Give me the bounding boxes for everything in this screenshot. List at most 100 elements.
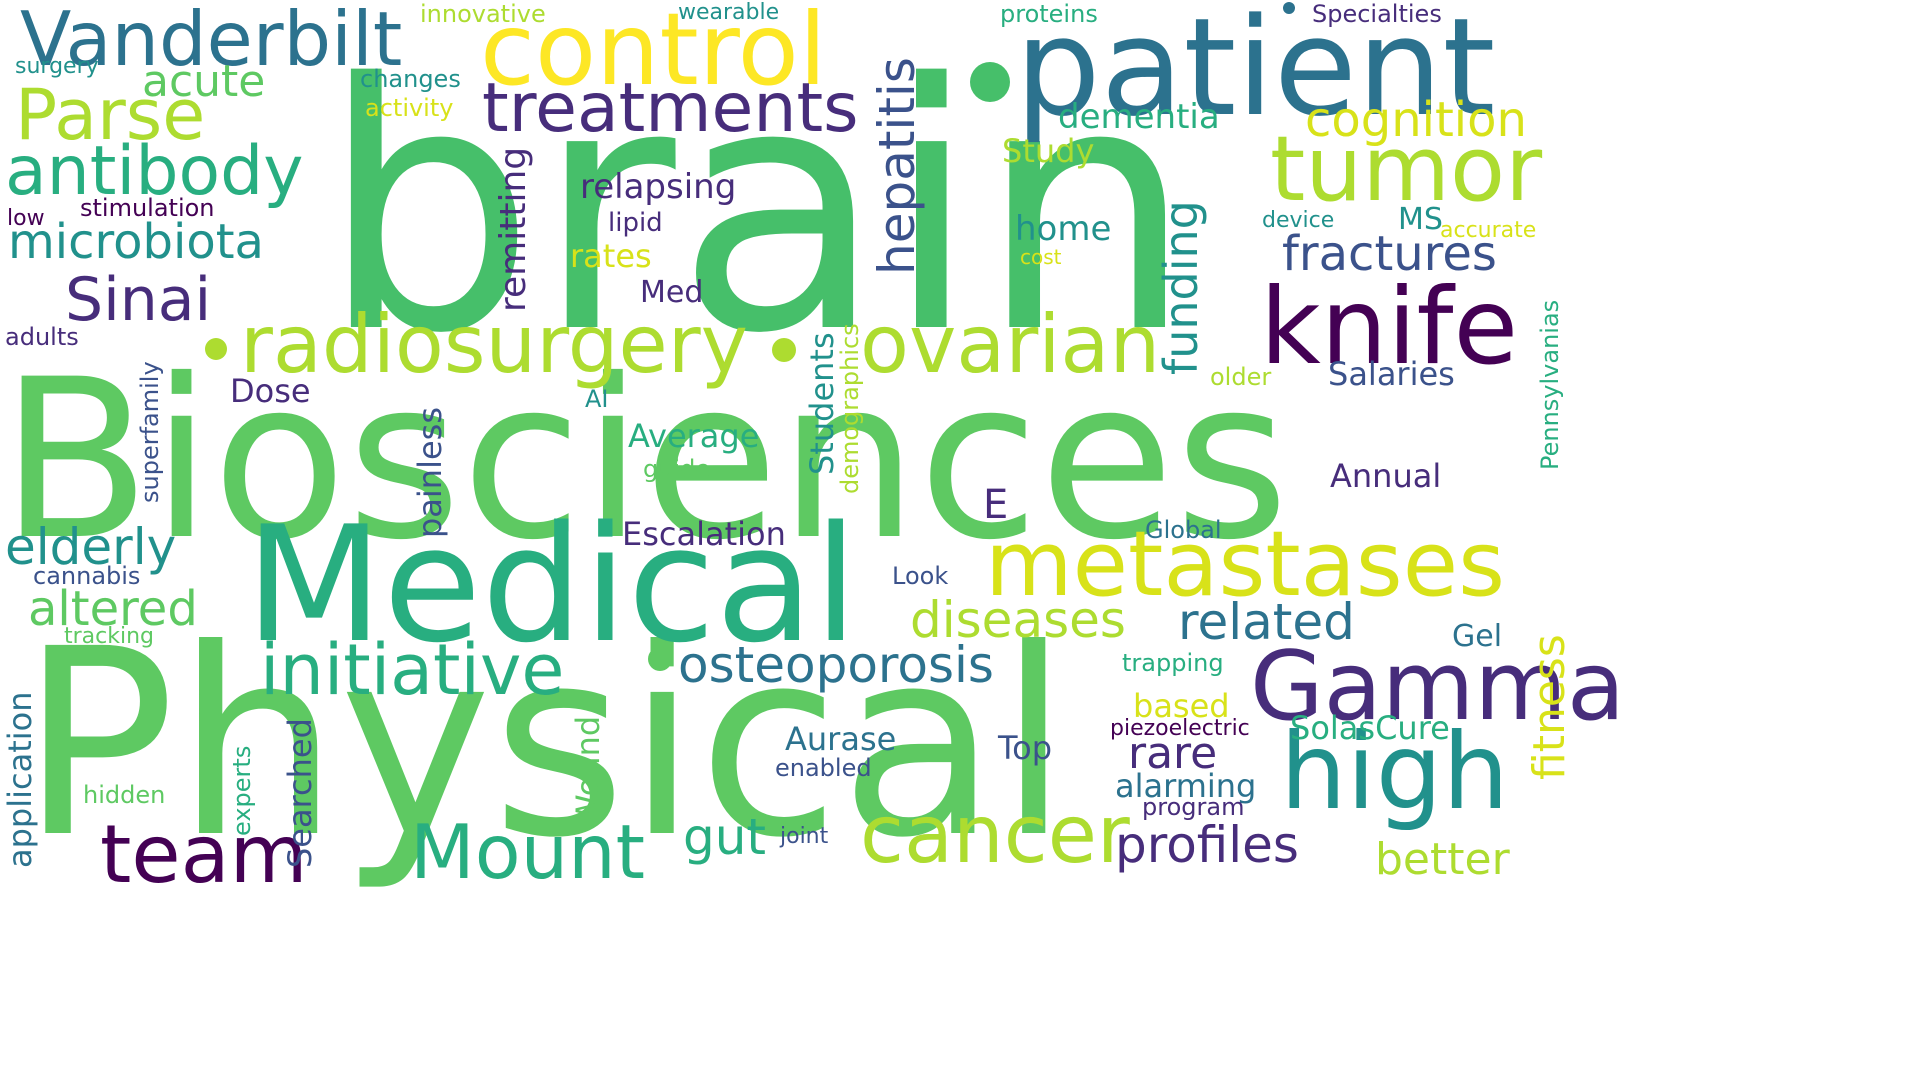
word-activity: activity — [365, 94, 454, 122]
word-tracking: tracking — [64, 624, 155, 649]
word-experts: experts — [228, 745, 256, 836]
word-high: high — [1280, 711, 1509, 833]
word-rare: rare — [1128, 728, 1218, 779]
word-ovarian: ovarian — [860, 298, 1161, 391]
word-wound: Wound — [569, 715, 607, 826]
word-vanderbilt: Vanderbilt — [20, 0, 403, 83]
dot-marker — [970, 62, 1010, 102]
word-ms: MS — [1398, 202, 1443, 237]
word-brain: brain — [320, 12, 1194, 408]
word-wearable: wearable — [678, 0, 780, 25]
word-lipid: lipid — [608, 208, 663, 238]
word-tumor: tumor — [1270, 117, 1543, 222]
word-specialties: Specialties — [1312, 0, 1442, 28]
word-pennsylvanias: Pennsylvanias — [1536, 299, 1564, 470]
word-global: Global — [1145, 516, 1222, 544]
word-salaries: Salaries — [1328, 355, 1455, 393]
word-initiative: initiative — [260, 629, 565, 711]
word-based: based — [1133, 687, 1230, 725]
word-painless: painless — [411, 406, 449, 538]
word-superfamily: superfamily — [136, 361, 164, 503]
word-gamma: Gamma — [1250, 632, 1626, 742]
word-adults: adults — [5, 323, 79, 351]
word-program: program — [1142, 793, 1245, 821]
word-hepatitis: hepatitis — [868, 57, 926, 275]
word-surgery: surgery — [15, 54, 99, 79]
word-alarming: alarming — [1115, 767, 1257, 805]
word-solascure: SolasCure — [1290, 709, 1450, 747]
word-sinai: Sinai — [65, 265, 212, 335]
word-team: team — [100, 808, 308, 901]
word-metastases: metastases — [985, 512, 1505, 617]
word-device: device — [1262, 208, 1335, 233]
word-low: low — [7, 206, 45, 231]
word-guide: guide — [643, 455, 711, 483]
word-application: application — [1, 691, 39, 868]
word-knife: knife — [1260, 266, 1519, 388]
word-study: Study — [1002, 132, 1095, 170]
word-accurate: accurate — [1440, 218, 1537, 243]
word-remitting: remitting — [493, 146, 534, 312]
word-better: better — [1375, 834, 1510, 885]
word-proteins: proteins — [1000, 0, 1098, 28]
word-acute: acute — [142, 56, 266, 107]
word-top: Top — [998, 729, 1052, 767]
word-fractures: fractures — [1282, 226, 1497, 282]
word-e: E — [983, 482, 1009, 528]
word-fitness: fitness — [1524, 634, 1575, 780]
word-antibody: antibody — [5, 132, 304, 211]
word-relapsing: relapsing — [580, 167, 737, 207]
word-treatments: treatments — [482, 69, 859, 148]
word-radiosurgery: radiosurgery — [240, 298, 748, 391]
word-annual: Annual — [1330, 457, 1442, 495]
dot-marker — [205, 338, 227, 360]
word-older: older — [1210, 363, 1272, 391]
word-elderly: elderly — [5, 518, 177, 576]
word-cognition: cognition — [1305, 92, 1527, 148]
word-enabled: enabled — [775, 754, 872, 782]
word-ai: AI — [585, 385, 609, 413]
word-innovative: innovative — [420, 0, 546, 28]
word-funding: funding — [1154, 200, 1208, 375]
word-searched: Searched — [281, 718, 319, 868]
word-biosciences: Biosciences — [0, 332, 1290, 588]
word-dementia: dementia — [1058, 97, 1220, 137]
word-profiles: profiles — [1115, 816, 1299, 874]
dot-marker — [648, 647, 672, 671]
word-aurase: Aurase — [785, 720, 897, 758]
word-medical: Medical — [245, 491, 858, 678]
word-escalation: Escalation — [622, 515, 786, 553]
word-look: Look — [892, 562, 949, 590]
word-cancer: cancer — [860, 788, 1130, 881]
dot-marker — [772, 338, 796, 362]
word-demographics: demographics — [836, 323, 864, 494]
word-diseases: diseases — [910, 591, 1126, 649]
dot-marker — [1283, 2, 1295, 14]
word-gel: Gel — [1452, 619, 1503, 654]
word-patient: patient — [1015, 0, 1496, 146]
word-osteoporosis: osteoporosis — [678, 636, 994, 694]
word-microbiota: microbiota — [8, 214, 264, 270]
word-dose: Dose — [230, 372, 311, 410]
word-mount: Mount — [410, 808, 646, 896]
word-piezoelectric: piezoelectric — [1110, 716, 1250, 741]
word-rates: rates — [570, 237, 652, 275]
word-students: Students — [803, 332, 841, 475]
word-cannabis: cannabis — [33, 562, 141, 590]
word-joint: joint — [780, 824, 829, 849]
word-control: control — [480, 0, 827, 108]
word-gut: gut — [683, 808, 767, 866]
word-trapping: trapping — [1122, 649, 1224, 677]
word-physical: Physical — [20, 594, 1070, 894]
word-changes: changes — [360, 65, 461, 93]
word-stimulation: stimulation — [80, 194, 215, 222]
word-hidden: hidden — [83, 781, 166, 809]
word-home: home — [1015, 209, 1112, 249]
word-related: related — [1178, 593, 1355, 651]
word-parse: Parse — [15, 74, 206, 156]
word-average: Average — [628, 417, 760, 455]
word-med: Med — [640, 275, 704, 310]
word-altered: altered — [28, 581, 198, 637]
word-cost: cost — [1020, 245, 1062, 269]
